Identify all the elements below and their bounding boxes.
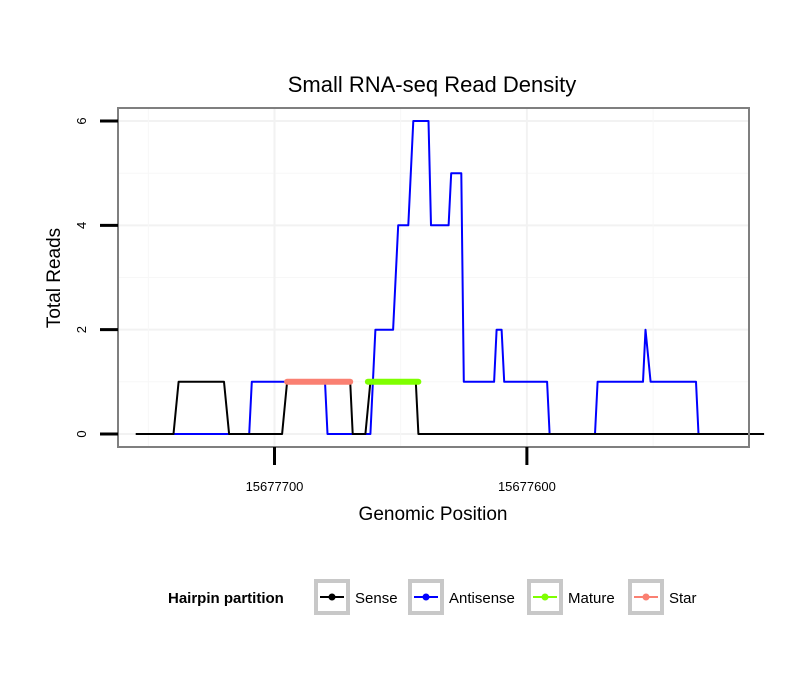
legend-label: Sense: [355, 590, 398, 607]
legend-title: Hairpin partition: [168, 590, 284, 607]
plot-area: 0 2 4 6 15677700 15677600: [74, 107, 765, 494]
legend-key-point: [541, 593, 549, 601]
legend-key-point: [422, 593, 430, 601]
legend-label: Mature: [568, 590, 615, 607]
legend-items: Sense Antisense Mature Star: [314, 579, 697, 615]
plot-border: [117, 107, 750, 448]
y-tick-label: 2: [74, 326, 89, 333]
y-axis-label: Total Reads: [44, 228, 65, 328]
legend: Hairpin partition Sense Antisense Mature St…: [168, 579, 697, 615]
legend-label: Star: [669, 590, 697, 607]
legend-label: Antisense: [449, 590, 515, 607]
grid: [118, 108, 749, 447]
legend-key-point: [642, 593, 650, 601]
series-layer: [135, 120, 765, 435]
legend-item-antisense: Antisense: [408, 579, 515, 615]
legend-item-star: Star: [628, 579, 697, 615]
legend-key-point: [328, 593, 336, 601]
axes: 0 2 4 6 15677700 15677600: [74, 117, 556, 494]
y-tick-label: 0: [74, 430, 89, 437]
legend-item-sense: Sense: [314, 579, 398, 615]
x-tick-label: 15677600: [498, 479, 556, 494]
x-axis-label: Genomic Position: [359, 504, 508, 525]
chart-title: Small RNA-seq Read Density: [288, 72, 577, 97]
y-tick-label: 4: [74, 222, 89, 229]
y-tick-label: 6: [74, 117, 89, 124]
x-tick-label: 15677700: [246, 479, 304, 494]
legend-item-mature: Mature: [527, 579, 615, 615]
